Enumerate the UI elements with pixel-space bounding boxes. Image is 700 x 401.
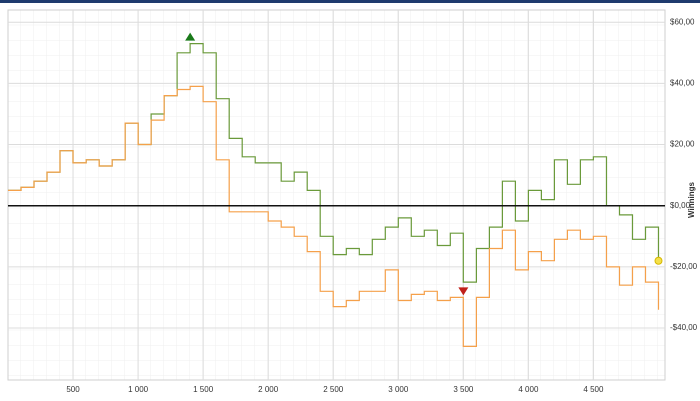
y-tick-label: $0,00 <box>670 201 691 210</box>
x-tick-label: 2 000 <box>258 385 279 394</box>
series-line <box>8 85 660 347</box>
x-tick-label: 4 000 <box>518 385 539 394</box>
x-tick-label: 500 <box>66 385 80 394</box>
x-tick-label: 3 500 <box>453 385 474 394</box>
y-tick-label: $60,00 <box>670 17 695 26</box>
x-tick-label: 1 000 <box>128 385 149 394</box>
y-tick-label: $20,00 <box>670 140 695 149</box>
y-tick-label: -$40,00 <box>670 323 698 332</box>
y-tick-label: -$20,00 <box>670 262 698 271</box>
x-tick-label: 2 500 <box>323 385 344 394</box>
y-tick-label: $40,00 <box>670 78 695 87</box>
y-axis-title: Winnings <box>687 181 696 217</box>
plot-area <box>7 9 666 381</box>
x-tick-label: 4 500 <box>583 385 604 394</box>
min-marker <box>458 287 469 296</box>
end-marker <box>654 256 663 265</box>
x-tick-label: 1 500 <box>193 385 214 394</box>
x-tick-label: 3 000 <box>388 385 409 394</box>
top-bar <box>0 0 700 3</box>
max-marker <box>185 32 196 41</box>
